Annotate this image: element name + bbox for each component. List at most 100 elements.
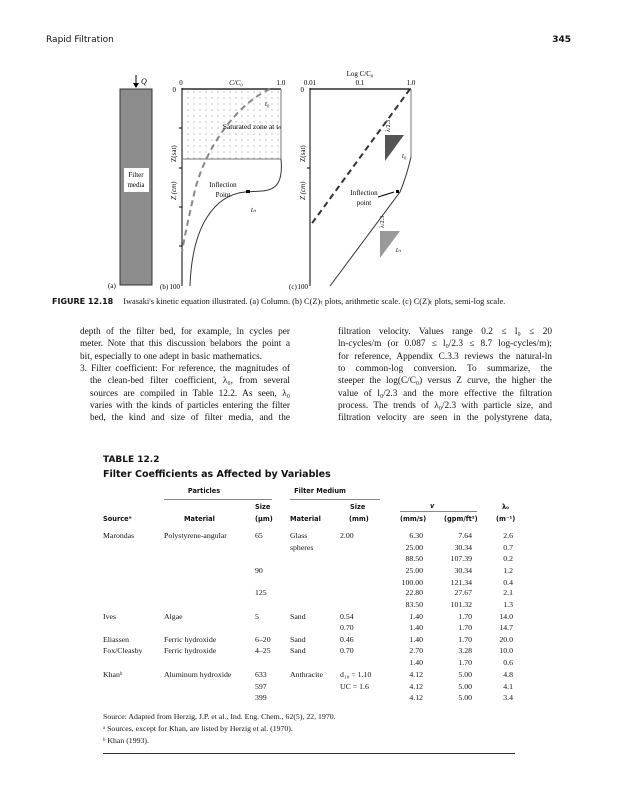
cell-lambda: 2.6 <box>503 531 513 540</box>
cell-velocity-gpm: 1.70 <box>458 635 472 644</box>
svg-text:media: media <box>127 181 145 189</box>
cell-lambda: 1.2 <box>503 566 513 575</box>
body-text-line: 3. Filter coefficient: For reference, th… <box>80 363 290 374</box>
cell-lambda: 14.0 <box>499 612 513 621</box>
body-text-line: depth of the filter bed, for example, ln… <box>80 327 290 337</box>
cell-medium-material: Sand <box>290 646 306 655</box>
svg-text:t₀: t₀ <box>265 100 270 108</box>
cell-particle-size: 597 <box>255 682 267 691</box>
svg-text:point: point <box>357 199 371 207</box>
cell-velocity-mms: 100.00 <box>401 578 423 587</box>
cell-velocity-mms: 6.30 <box>409 531 423 540</box>
table-title: Filter Coefficients as Affected by Varia… <box>103 469 331 480</box>
col-particle-size: Size <box>255 503 271 511</box>
col-medium-size: Size <box>350 503 366 511</box>
body-text-line: meter. Note that this discussion belabor… <box>80 339 290 350</box>
cell-medium-size: 0.46 <box>340 635 354 644</box>
table-label: TABLE 12.2 <box>103 455 160 465</box>
col-source: Sourceᵃ <box>103 515 132 523</box>
cell-particle-size: 90 <box>255 566 263 575</box>
cell-velocity-mms: 2.70 <box>409 646 423 655</box>
cell-particle-material: Algae <box>164 612 183 621</box>
x-title: C/C₀ <box>229 79 243 87</box>
svg-text:1.0: 1.0 <box>277 79 286 87</box>
body-text-line: filtration velocity are seen in the poly… <box>338 413 552 424</box>
cell-particle-material: Aluminum hydroxide <box>164 670 232 679</box>
footnote-a: ᵃ Sources, except for Khan, are listed b… <box>103 724 293 733</box>
body-text-line: ln-cycles/m (or 0.087 ≤ l₀/2.3 ≤ 8.7 log… <box>338 339 552 350</box>
cell-medium-size: UC = 1.6 <box>340 682 369 691</box>
svg-text:λ/2.3: λ/2.3 <box>380 216 386 228</box>
caption-text: Iwasaki's kinetic equation illustrated. … <box>123 297 506 306</box>
cell-particle-size: 399 <box>255 693 267 702</box>
cell-velocity-gpm: 1.70 <box>458 623 472 632</box>
body-text-line: steeper the log(C/C₀) versus Z curve, th… <box>338 376 552 387</box>
cell-lambda: 1.3 <box>503 600 513 609</box>
cell-source: Ives <box>103 612 116 621</box>
cell-medium-size: 2.00 <box>340 531 354 540</box>
panel-c-semilog-plot: 0.01 0.1 1.0 Log C/C₀ 0 100 (c) λ/2.3 λ/… <box>289 70 416 291</box>
svg-text:Inflection: Inflection <box>209 181 237 189</box>
cell-particle-size: 4–25 <box>255 646 271 655</box>
cell-velocity-gpm: 3.28 <box>458 646 472 655</box>
col-particle-material: Material <box>184 515 215 523</box>
cell-source: Khanᵇ <box>103 670 123 679</box>
cell-source: Marondas <box>103 531 135 540</box>
cell-velocity-gpm: 5.00 <box>458 682 472 691</box>
cell-particle-material: Ferric hydroxide <box>164 635 217 644</box>
col-medium-material: Material <box>290 515 321 523</box>
panel-c-label: (c) <box>289 283 297 291</box>
cell-medium-size: 0.70 <box>340 646 354 655</box>
cell-velocity-gpm: 1.70 <box>458 612 472 621</box>
body-text-line: sources are compiled in Table 12.2. As s… <box>90 388 290 399</box>
figure-caption: FIGURE 12.18 Iwasaki's kinetic equation i… <box>52 296 505 306</box>
col-v-mms: (mm/s) <box>400 515 427 523</box>
cell-medium-size: 0.70 <box>340 623 354 632</box>
running-title: Rapid Filtration <box>46 35 114 45</box>
body-text-line: process. The trends of λ₀/2.3 with parti… <box>338 400 552 411</box>
cell-lambda: 4.8 <box>503 670 513 679</box>
figure-12-18: Q Filter media (a) 0 C/C₀ 1.0 0 100 (b) … <box>108 70 416 291</box>
cell-particle-size: 6–20 <box>255 635 271 644</box>
svg-text:0.1: 0.1 <box>356 79 365 87</box>
svg-text:0.01: 0.01 <box>304 79 317 87</box>
svg-text:Z(sat): Z(sat) <box>170 145 178 162</box>
svg-text:tₙ: tₙ <box>396 246 401 254</box>
svg-text:Point: Point <box>216 191 231 199</box>
cell-velocity-gpm: 30.34 <box>454 543 472 552</box>
cell-medium-size: 0.54 <box>340 612 354 621</box>
svg-text:Z(sat): Z(sat) <box>299 145 307 162</box>
cell-velocity-mms: 4.12 <box>409 693 423 702</box>
svg-text:tₙ: tₙ <box>251 206 256 214</box>
cell-medium-material: spheres <box>290 543 314 552</box>
body-text-line: bed, the kind and size of filter media, … <box>90 413 290 424</box>
body-text-line: filtration velocity. Values range 0.2 ≤ … <box>338 327 552 337</box>
col-v-gpm: (gpm/ft²) <box>444 515 478 523</box>
cell-lambda: 4.1 <box>503 682 513 691</box>
panel-a-label: (a) <box>108 282 116 290</box>
saturated-zone-label: Saturated zone at tₙ <box>223 122 282 131</box>
cell-source: Fox/Cleasby <box>103 646 143 655</box>
curve-tn <box>329 156 412 287</box>
cell-velocity-gpm: 121.34 <box>450 578 472 587</box>
body-text-line: for reference, Appendix C.3.3 reviews th… <box>338 351 552 362</box>
cell-medium-material: Glass <box>290 531 308 540</box>
cell-velocity-gpm: 1.70 <box>458 658 472 667</box>
panel-b-arithmetic-plot: 0 C/C₀ 1.0 0 100 (b) Saturated zone at t… <box>160 79 286 291</box>
cell-particle-material: Ferric hydroxide <box>164 646 217 655</box>
cell-lambda: 0.2 <box>503 554 513 563</box>
curve-t0-dashed <box>181 88 271 253</box>
cell-velocity-mms: 88.50 <box>405 554 423 563</box>
cell-velocity-mms: 1.40 <box>409 612 423 621</box>
cell-velocity-mms: 25.00 <box>405 566 423 575</box>
x-title: Log C/C₀ <box>347 70 374 78</box>
cell-velocity-mms: 1.40 <box>409 635 423 644</box>
svg-text:1.0: 1.0 <box>407 79 416 87</box>
cell-velocity-mms: 1.40 <box>409 658 423 667</box>
panel-a-column: Q Filter media (a) <box>108 75 153 290</box>
panel-b-label: (b) <box>160 283 169 291</box>
body-text-line: varies with the kinds of particles enter… <box>90 400 290 411</box>
cell-velocity-gpm: 5.00 <box>458 693 472 702</box>
svg-text:100: 100 <box>170 283 181 291</box>
